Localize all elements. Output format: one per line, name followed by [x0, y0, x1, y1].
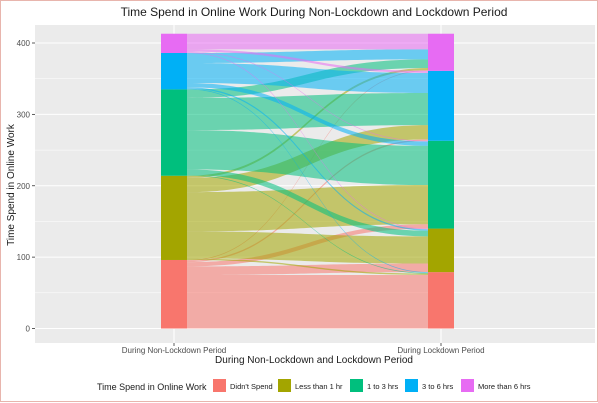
- legend-label-1-to-3-hrs: 1 to 3 hrs: [367, 382, 399, 391]
- y-tick-label-100: 100: [17, 253, 31, 262]
- flow-ribbons: [187, 33, 428, 329]
- flow-more-than-6-hrs-to-more-than-6-hrs: [187, 33, 428, 50]
- legend-key-1-to-3-hrs: [350, 379, 363, 392]
- y-tick-label-300: 300: [17, 110, 31, 119]
- flow-less-than-1-hr-to-1-to-3-hrs: [187, 185, 428, 232]
- stratum-right-less-than-1-hr: [428, 228, 454, 273]
- flow-3-to-6-hrs-to-less-than-1-hr: [187, 87, 428, 231]
- flow-1-to-3-hrs-to-less-than-1-hr: [187, 169, 428, 237]
- x-axis-ticks: During Non-Lockdown Period During Lockdow…: [122, 343, 485, 355]
- stratum-left-didn-t-spend: [161, 259, 187, 329]
- legend-label-less-than-1-hr: Less than 1 hr: [295, 382, 343, 391]
- legend-label-more-than-6-hrs: More than 6 hrs: [478, 382, 531, 391]
- flow-more-than-6-hrs-to-1-to-3-hrs: [187, 51, 428, 142]
- legend-label-didn-t-spend: Didn't Spend: [230, 382, 273, 391]
- flow-more-than-6-hrs-to-less-than-1-hr: [187, 52, 428, 230]
- y-tick-label-0: 0: [26, 325, 31, 334]
- flow-didn-t-spend-to-didn-t-spend: [187, 274, 428, 329]
- stratum-left-3-to-6-hrs: [161, 52, 187, 90]
- x-axis-title: During Non-Lockdown and Lockdown Period: [215, 355, 413, 366]
- flow-3-to-6-hrs-to-didn-t-spend: [187, 88, 428, 273]
- y-tick-label-400: 400: [17, 39, 31, 48]
- stratum-right-3-to-6-hrs: [428, 70, 454, 141]
- legend-key-didn-t-spend: [213, 379, 226, 392]
- stratum-right-more-than-6-hrs: [428, 33, 454, 71]
- stratum-left-less-than-1-hr: [161, 175, 187, 260]
- legend-label-3-to-6-hrs: 3 to 6 hrs: [422, 382, 454, 391]
- stratum-left-1-to-3-hrs: [161, 89, 187, 176]
- y-axis-ticks: 0 100 200 300 400: [17, 39, 35, 334]
- flow-1-to-3-hrs-to-3-to-6-hrs: [187, 92, 428, 131]
- x-tick-label-1: During Lockdown Period: [397, 346, 484, 355]
- flow-more-than-6-hrs-to-3-to-6-hrs: [187, 49, 428, 73]
- flow-3-to-6-hrs-to-3-to-6-hrs: [187, 62, 428, 93]
- flow-less-than-1-hr-to-less-than-1-hr: [187, 231, 428, 264]
- stratum-left-more-than-6-hrs: [161, 33, 187, 53]
- legend-title: Time Spend in Online Work: [97, 382, 207, 392]
- legend-key-more-than-6-hrs: [461, 379, 474, 392]
- legend: Time Spend in Online Work Didn't Spend Le…: [97, 379, 531, 392]
- flow-less-than-1-hr-to-didn-t-spend: [187, 258, 428, 275]
- y-axis-title: Time Spend in Online Work: [6, 123, 17, 246]
- flow-1-to-3-hrs-to-1-to-3-hrs: [187, 130, 428, 186]
- stratum-right-didn-t-spend: [428, 272, 454, 329]
- stratum-right-1-to-3-hrs: [428, 140, 454, 229]
- legend-key-3-to-6-hrs: [405, 379, 418, 392]
- chart-title: Time Spend in Online Work During Non-Loc…: [121, 5, 508, 19]
- flow-3-to-6-hrs-to-1-to-3-hrs: [187, 82, 428, 146]
- legend-key-less-than-1-hr: [278, 379, 291, 392]
- flow-1-to-3-hrs-to-didn-t-spend: [187, 175, 428, 274]
- x-tick-label-0: During Non-Lockdown Period: [122, 346, 227, 355]
- strata-bars: [161, 33, 454, 329]
- y-tick-label-200: 200: [17, 182, 31, 191]
